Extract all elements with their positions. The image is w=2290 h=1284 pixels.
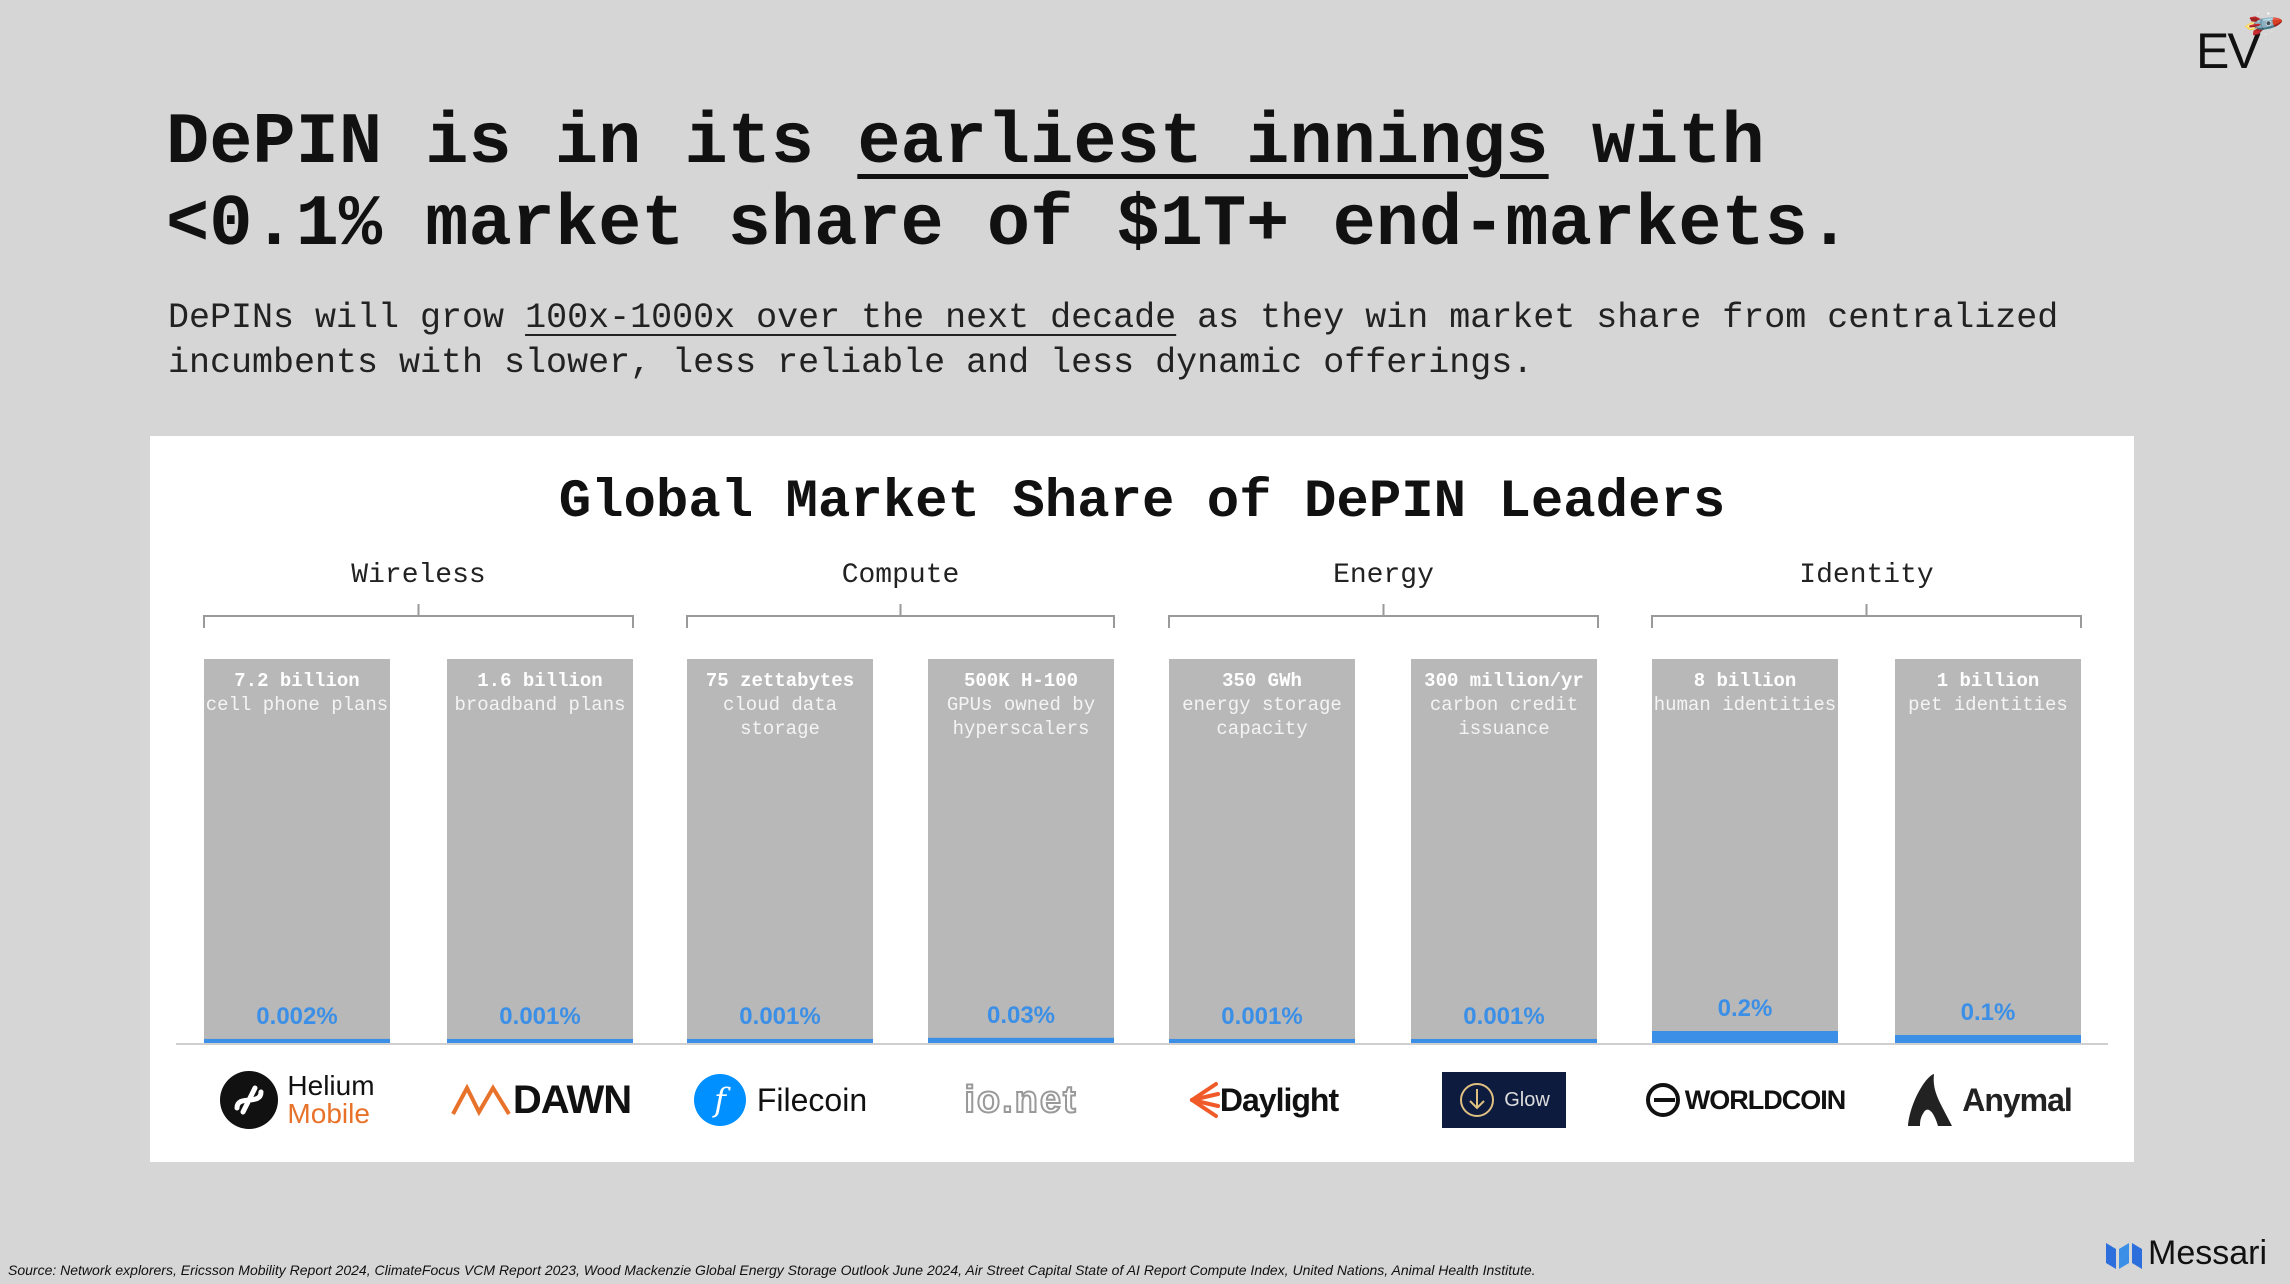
chart-title: Global Market Share of DePIN Leaders [558, 472, 1726, 533]
share-bar-7 [1895, 1035, 2081, 1043]
share-label: 0.001% [499, 1002, 581, 1030]
group-bracket-identity [1651, 604, 2082, 628]
subhead-post: as they win market share from centralize… [168, 298, 2080, 383]
share-label: 0.001% [739, 1002, 821, 1030]
share-label: 0.03% [986, 1001, 1056, 1029]
logo-glow: Glow [1404, 1068, 1604, 1132]
market-size-value: 1 billion [1936, 670, 2040, 692]
group-label-wireless: Wireless [351, 560, 486, 591]
market-bar-6 [1652, 659, 1838, 1043]
market-size-desc: broadband plans [454, 694, 626, 716]
anymal-icon [1908, 1074, 1953, 1126]
ev-logo: EV 🚀 [2196, 4, 2284, 79]
subheadline: DePINs will grow 100x-1000x over the nex… [168, 296, 2218, 386]
group-bracket-energy [1168, 604, 1599, 628]
market-bar-5 [1411, 659, 1597, 1043]
logo-daylight: Daylight [1162, 1068, 1362, 1132]
logo-worldcoin: WORLDCOIN [1635, 1068, 1855, 1132]
helium-wordmark: Helium [287, 1070, 375, 1101]
subhead-underlined: 100x-1000x over the next decade [525, 298, 1177, 338]
group-bracket-wireless [203, 604, 634, 628]
glow-icon [1460, 1083, 1495, 1117]
worldcoin-icon [1645, 1083, 1680, 1117]
share-label: 0.001% [1463, 1002, 1545, 1030]
headline-line1-pre: DePIN is in its [166, 102, 858, 184]
market-size-value: 500K H-100 [963, 670, 1079, 692]
daylight-sun-icon [1189, 1082, 1220, 1118]
market-bar-4 [1169, 659, 1355, 1043]
market-bar-3 [928, 659, 1114, 1043]
market-size-label: 7.2 billion cell phone plans [198, 669, 396, 717]
market-bar-2 [687, 659, 873, 1043]
market-size-label: 500K H-100 GPUs owned by hyperscalers [922, 669, 1120, 741]
messari-wordmark: Messari [2148, 1234, 2268, 1272]
daylight-wordmark: Daylight [1219, 1081, 1339, 1118]
logo-dawn: DAWN [440, 1068, 640, 1132]
market-size-label: 75 zettabytes cloud data storage [681, 669, 879, 741]
market-size-desc: pet identities [1908, 694, 2068, 716]
market-size-label: 1 billion pet identities [1889, 669, 2087, 717]
market-bar-0 [204, 659, 390, 1043]
logo-helium: Helium Mobile [197, 1068, 397, 1132]
share-label: 0.001% [1221, 1002, 1303, 1030]
group-label-compute: Compute [841, 560, 960, 591]
headline: DePIN is in its earliest innings with <0… [166, 102, 2216, 266]
logo-filecoin: f Filecoin [680, 1068, 880, 1132]
source-footnote: Source: Network explorers, Ericsson Mobi… [8, 1262, 1536, 1278]
glow-badge: Glow [1442, 1072, 1566, 1128]
filecoin-wordmark: Filecoin [756, 1081, 868, 1118]
worldcoin-wordmark: WORLDCOIN [1684, 1084, 1846, 1115]
dawn-wordmark: DAWN [512, 1077, 632, 1122]
logo-anymal: Anymal [1888, 1068, 2088, 1132]
logo-ionet: io.net [921, 1068, 1121, 1132]
market-size-label: 300 million/yr carbon credit issuance [1405, 669, 1603, 741]
chart-svg [176, 604, 2108, 1045]
share-label: 0.002% [256, 1002, 338, 1030]
market-size-value: 7.2 billion [234, 670, 360, 692]
market-size-desc: energy storage capacity [1182, 694, 1342, 740]
market-size-value: 8 billion [1693, 670, 1797, 692]
share-bar-1 [447, 1038, 633, 1043]
market-size-label: 350 GWh energy storage capacity [1163, 669, 1361, 741]
share-bar-3 [928, 1037, 1114, 1043]
headline-line1-post: with [1548, 102, 1765, 184]
market-size-value: 350 GWh [1222, 670, 1302, 692]
helium-mobile-wordmark: Mobile [287, 1098, 370, 1129]
share-bar-0 [204, 1038, 390, 1043]
market-size-value: 300 million/yr [1424, 670, 1584, 692]
market-size-desc: carbon credit issuance [1429, 694, 1579, 740]
filecoin-icon: f [693, 1074, 746, 1126]
group-label-identity: Identity [1799, 560, 1934, 591]
market-size-desc: cloud data storage [722, 694, 838, 740]
market-size-desc: cell phone plans [205, 694, 389, 716]
market-size-value: 1.6 billion [477, 670, 603, 692]
share-bar-2 [687, 1038, 873, 1043]
share-label: 0.2% [1717, 995, 1773, 1022]
glow-wordmark: Glow [1504, 1088, 1550, 1111]
messari-logo: Messari [2106, 1234, 2267, 1273]
messari-mark-icon [2106, 1242, 2142, 1269]
headline-line2: <0.1% market share of $1T+ end-markets. [166, 184, 1852, 266]
anymal-wordmark: Anymal [1962, 1081, 2073, 1118]
headline-underlined: earliest innings [857, 102, 1549, 184]
share-label: 0.1% [1960, 999, 2016, 1026]
group-bracket-compute [686, 604, 1115, 628]
group-label-energy: Energy [1333, 560, 1434, 591]
market-size-desc: GPUs owned by hyperscalers [946, 694, 1096, 740]
market-size-label: 8 billion human identities [1646, 669, 1844, 717]
ionet-wordmark: io.net [963, 1078, 1078, 1122]
market-bar-1 [447, 659, 633, 1043]
dawn-wave-icon [451, 1083, 511, 1117]
market-bar-7 [1895, 659, 2081, 1043]
market-size-desc: human identities [1653, 694, 1837, 716]
share-bar-5 [1411, 1038, 1597, 1043]
helium-icon [220, 1071, 279, 1129]
ev-logo-text: EV [2196, 23, 2261, 79]
share-bar-4 [1169, 1038, 1355, 1043]
share-bar-6 [1652, 1031, 1838, 1043]
subhead-pre: DePINs will grow [168, 298, 526, 338]
chart-panel: Global Market Share of DePIN Leaders Wir… [150, 436, 2134, 1162]
market-size-value: 75 zettabytes [705, 670, 855, 692]
market-size-label: 1.6 billion broadband plans [441, 669, 639, 717]
